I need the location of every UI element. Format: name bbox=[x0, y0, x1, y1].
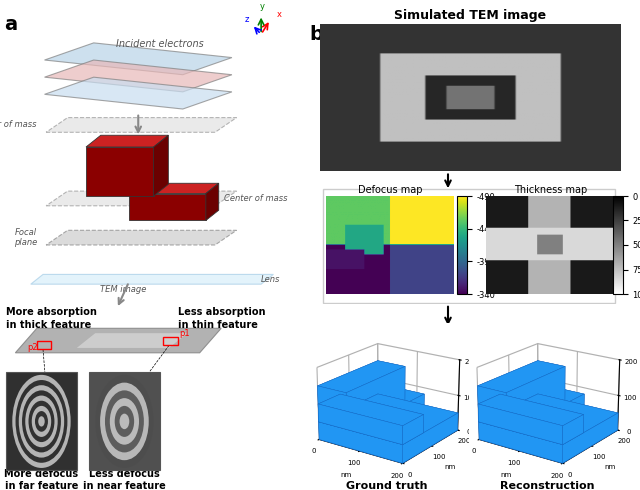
Circle shape bbox=[115, 406, 134, 437]
Y-axis label: nm: nm bbox=[605, 464, 616, 470]
Bar bbox=[37, 341, 51, 349]
Text: y: y bbox=[260, 2, 264, 11]
Polygon shape bbox=[86, 147, 154, 196]
Circle shape bbox=[95, 375, 154, 468]
Circle shape bbox=[12, 375, 70, 468]
Text: nm: nm bbox=[486, 238, 495, 252]
Text: Less defocus
in near feature: Less defocus in near feature bbox=[83, 469, 166, 490]
Text: x: x bbox=[276, 10, 282, 19]
Text: Incident electrons: Incident electrons bbox=[116, 39, 204, 49]
Circle shape bbox=[100, 383, 148, 460]
Bar bbox=[163, 337, 178, 345]
Text: p1: p1 bbox=[180, 329, 190, 338]
Text: Less absorption
in thin feature: Less absorption in thin feature bbox=[178, 307, 266, 330]
Circle shape bbox=[120, 414, 129, 429]
Text: b: b bbox=[310, 25, 324, 44]
Text: p2: p2 bbox=[28, 343, 38, 352]
Text: a: a bbox=[4, 15, 18, 34]
Circle shape bbox=[12, 375, 70, 468]
Title: Reconstruction: Reconstruction bbox=[500, 481, 595, 490]
Polygon shape bbox=[46, 118, 237, 132]
Circle shape bbox=[110, 398, 139, 445]
Y-axis label: nm: nm bbox=[445, 464, 456, 470]
Text: More absorption
in thick feature: More absorption in thick feature bbox=[6, 307, 97, 330]
Polygon shape bbox=[86, 135, 168, 147]
Circle shape bbox=[35, 411, 48, 432]
X-axis label: nm: nm bbox=[340, 472, 351, 478]
FancyBboxPatch shape bbox=[6, 372, 77, 470]
Polygon shape bbox=[77, 333, 188, 348]
Polygon shape bbox=[45, 43, 232, 75]
Polygon shape bbox=[45, 77, 232, 109]
Circle shape bbox=[32, 406, 51, 437]
Text: Lens: Lens bbox=[261, 275, 280, 284]
Polygon shape bbox=[129, 183, 219, 194]
Polygon shape bbox=[45, 60, 232, 92]
Circle shape bbox=[105, 391, 144, 452]
Polygon shape bbox=[15, 328, 221, 353]
Polygon shape bbox=[46, 230, 237, 245]
Title: Defocus map: Defocus map bbox=[358, 185, 422, 195]
Polygon shape bbox=[154, 135, 168, 196]
Text: z: z bbox=[244, 15, 248, 24]
Title: Thickness map: Thickness map bbox=[514, 185, 587, 195]
Circle shape bbox=[15, 380, 67, 463]
Polygon shape bbox=[31, 274, 273, 284]
Circle shape bbox=[38, 416, 45, 427]
Text: TEM image: TEM image bbox=[100, 285, 146, 294]
Polygon shape bbox=[206, 183, 219, 220]
Title: Simulated TEM image: Simulated TEM image bbox=[394, 9, 547, 22]
FancyBboxPatch shape bbox=[323, 189, 615, 303]
Title: Ground truth: Ground truth bbox=[346, 481, 428, 490]
Circle shape bbox=[25, 395, 58, 447]
X-axis label: nm: nm bbox=[500, 472, 511, 478]
Circle shape bbox=[95, 375, 154, 468]
Text: Focal
plane: Focal plane bbox=[13, 228, 37, 247]
Text: Center of mass: Center of mass bbox=[224, 194, 288, 203]
FancyBboxPatch shape bbox=[89, 372, 160, 470]
Polygon shape bbox=[129, 194, 206, 220]
Text: More defocus
in far feature: More defocus in far feature bbox=[4, 469, 79, 490]
Text: Center of mass: Center of mass bbox=[0, 121, 37, 129]
Circle shape bbox=[19, 385, 64, 458]
Circle shape bbox=[22, 391, 61, 452]
Polygon shape bbox=[46, 191, 237, 206]
Circle shape bbox=[29, 401, 54, 442]
